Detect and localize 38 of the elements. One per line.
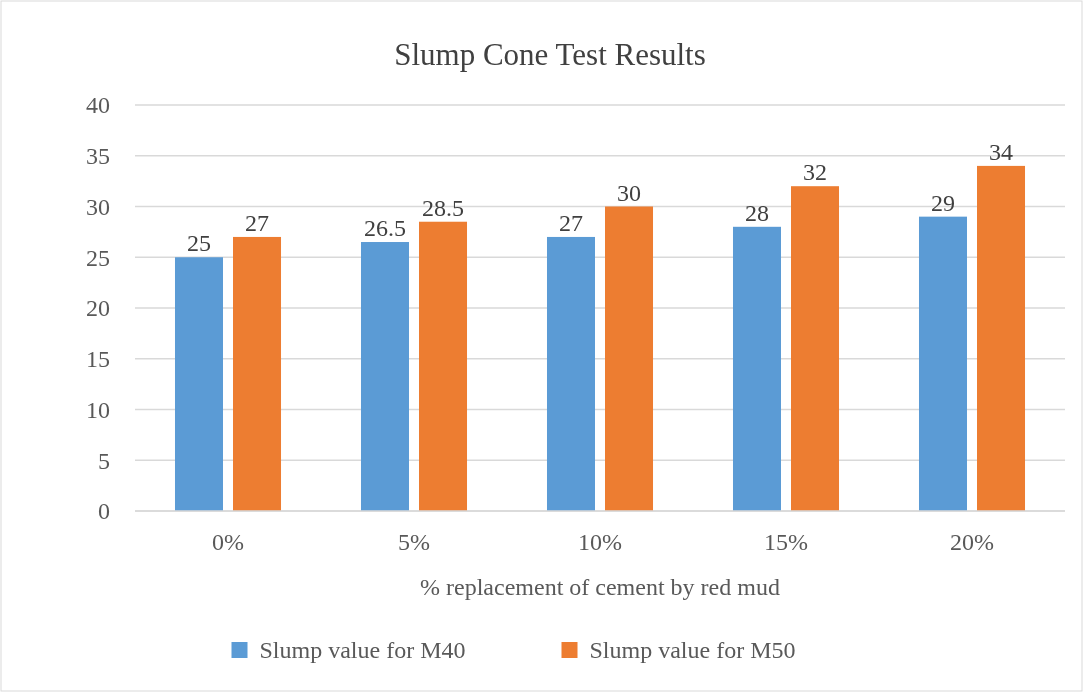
legend-label: Slump value for M40: [259, 637, 466, 663]
y-tick-label: 30: [86, 193, 110, 220]
bar: [918, 216, 967, 511]
y-tick-label: 40: [86, 92, 110, 119]
y-tick-label: 20: [86, 295, 110, 322]
y-tick-label: 0: [98, 498, 110, 525]
bar: [546, 236, 595, 511]
data-label: 29: [930, 189, 955, 216]
x-tick-label: 10%: [578, 529, 622, 555]
bar: [605, 206, 654, 511]
data-label: 34: [989, 138, 1014, 165]
y-tick-label: 5: [98, 447, 110, 474]
data-label: 27: [245, 209, 270, 236]
data-label: 28: [744, 199, 769, 226]
y-tick-label: 35: [86, 143, 110, 170]
data-label: 27: [558, 209, 583, 236]
y-tick-label: 25: [86, 244, 110, 271]
data-label: 28.5: [422, 194, 465, 221]
bar: [174, 257, 223, 511]
data-label: 26.5: [363, 215, 406, 242]
bar: [233, 236, 282, 511]
bar: [360, 242, 409, 511]
x-tick-label: 0%: [212, 529, 244, 555]
y-tick-label: 10: [86, 396, 110, 423]
x-axis-title: % replacement of cement by red mud: [420, 574, 780, 600]
x-tick-label: 20%: [950, 529, 994, 555]
data-label: 30: [617, 179, 642, 206]
y-tick-label: 15: [86, 346, 110, 373]
bar: [732, 226, 781, 511]
legend-label: Slump value for M50: [589, 637, 796, 663]
x-tick-label: 5%: [398, 529, 430, 555]
bar: [419, 221, 468, 511]
x-tick-label: 15%: [764, 529, 808, 555]
data-label: 25: [186, 230, 211, 257]
chart-title: Slump Cone Test Results: [394, 37, 706, 72]
data-label: 32: [803, 159, 828, 186]
bar: [977, 165, 1026, 511]
bar: [791, 186, 840, 511]
